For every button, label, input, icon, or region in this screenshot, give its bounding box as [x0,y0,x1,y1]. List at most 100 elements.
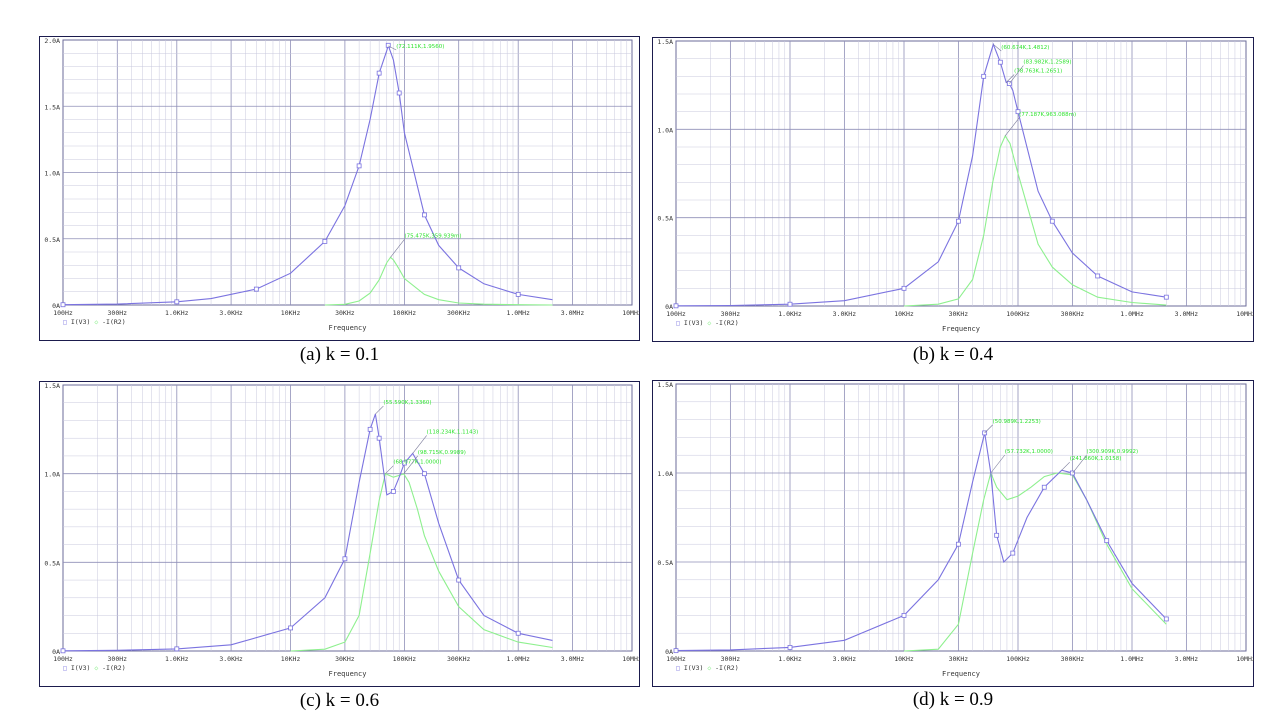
x-axis-label: Frequency [329,324,367,332]
x-tick-label: 30KHz [949,310,969,318]
x-tick-label: 100Hz [53,309,73,317]
annotation-leader [990,454,1006,474]
data-point-marker [981,73,987,79]
caption-d: (d) k = 0.9 [912,689,994,710]
x-tick-label: 30KHz [335,309,355,317]
annotation-leader [1061,461,1070,471]
data-point-marker [673,648,679,654]
data-point-marker [60,648,66,654]
plot-b: 0A 0.5A 1.0A 1.5A 100Hz 300Hz 1.0KHz 3.0KHz 10KH… [652,37,1254,342]
y-tick-label: 1.0A [44,471,60,479]
x-axis-label: Frequency [942,325,980,333]
annotation-leader [412,435,427,454]
x-tick-label: 1.0MHz [1120,310,1144,318]
x-tick-label: 3.0KHz [833,655,857,663]
data-point-marker [422,471,427,477]
annotation-leader [1005,74,1015,83]
annotation-label: (118.234K,1.1143) [427,429,479,435]
y-tick-label: 0A [665,648,673,656]
data-point-marker [253,286,259,292]
x-tick-label: 300Hz [108,655,128,663]
annotation-label: (55.590K,1.3360) [383,400,431,406]
data-point-marker [385,42,391,48]
x-tick-label: 300KHz [447,655,471,663]
data-point-marker [322,238,328,244]
x-tick-label: 300Hz [721,310,741,318]
data-point-marker [787,645,793,650]
y-tick-label: 1.5A [657,38,673,46]
data-point-marker [515,630,521,636]
x-tick-label: 300Hz [721,655,741,663]
y-tick-label: 0.5A [44,236,60,244]
x-tick-label: 300KHz [447,309,471,317]
plot-frame [39,36,640,341]
y-tick-label: 2.0A [44,37,60,45]
x-tick-label: 1.0KHz [778,655,802,663]
data-point-marker [787,301,793,307]
data-point-marker [1015,109,1021,115]
annotation-label: (77.187K,963.088m) [1019,112,1076,118]
legend-symbol-1: □ [676,319,684,327]
data-point-marker [901,285,907,291]
y-tick-label: 0.5A [657,215,673,223]
annotation-leader [1009,65,1024,84]
data-point-marker [288,625,294,631]
x-axis-label: Frequency [329,670,367,678]
data-point-marker [456,577,462,583]
series-line-2 [903,134,1167,307]
y-tick-label: 1.5A [44,103,60,111]
series-line-1 [62,43,553,306]
x-tick-label: 100Hz [666,310,686,318]
data-point-marker [356,163,362,169]
plot-c: 0A 0.5A 1.0A 1.5A 100Hz 300Hz 1.0KHz 3.0KHz 10KH… [39,381,640,687]
x-tick-label: 100KHz [393,309,417,317]
legend-label-1: I(V3) [684,664,707,672]
annotation-label: (83.982K,1.2589) [1023,60,1071,66]
annotation-leader [388,45,397,51]
data-point-marker [955,218,961,224]
x-tick-label: 10KHz [281,655,301,663]
annotation-leader [390,239,405,258]
annotation-label: (68.077K,1.0000) [393,460,441,466]
legend-label-2: -I(R2) [102,318,125,326]
data-point-marker [1163,616,1169,622]
annotation-leader [1072,454,1087,474]
annotation-label: (75.475K,359.939m) [404,233,461,239]
x-tick-label: 30KHz [949,655,969,663]
x-tick-label: 1.0KHz [165,309,189,317]
x-tick-label: 3.0MHz [561,309,585,317]
x-tick-label: 1.0MHz [506,655,530,663]
plot-d: 0A 0.5A 1.0A 1.5A 100Hz 300Hz 1.0KHz 3.0KHz 10KH… [652,380,1254,687]
x-tick-label: 3.0KHz [219,655,243,663]
series-line-1 [62,413,553,652]
data-point-marker [396,90,402,96]
legend: □ I(V3) ◇ -I(R2) [676,319,739,327]
y-tick-label: 1.0A [657,126,673,134]
data-point-marker [456,265,462,271]
x-axis-label: Frequency [942,670,980,678]
plot-area [675,40,1247,307]
legend-label-1: I(V3) [684,319,707,327]
x-tick-label: 1.0MHz [506,309,530,317]
data-point-marker [422,212,427,218]
x-tick-label: 100Hz [666,655,686,663]
data-point-marker [1049,218,1055,224]
x-tick-label: 3.0MHz [1175,655,1199,663]
legend-label-1: I(V3) [71,664,94,672]
x-tick-label: 300KHz [1061,655,1085,663]
caption-b: (b) k = 0.4 [912,344,994,365]
y-tick-label: 0A [52,302,60,310]
y-tick-label: 0.5A [44,559,60,567]
data-point-marker [1010,550,1016,556]
data-point-marker [342,556,348,562]
data-point-marker [367,426,373,432]
x-tick-label: 10MHz [1236,310,1254,318]
x-tick-label: 10MHz [1236,655,1254,663]
legend-symbol-2: ◇ [94,318,102,326]
x-tick-label: 100KHz [393,655,417,663]
annotation-label: (78.763K,1.2651) [1014,68,1062,74]
x-tick-label: 100Hz [53,655,73,663]
annotation-label: (72.111K,1.9560) [396,44,444,50]
annotation-label: (300.909K,0.9992) [1087,449,1139,455]
legend-label-2: -I(R2) [715,664,738,672]
